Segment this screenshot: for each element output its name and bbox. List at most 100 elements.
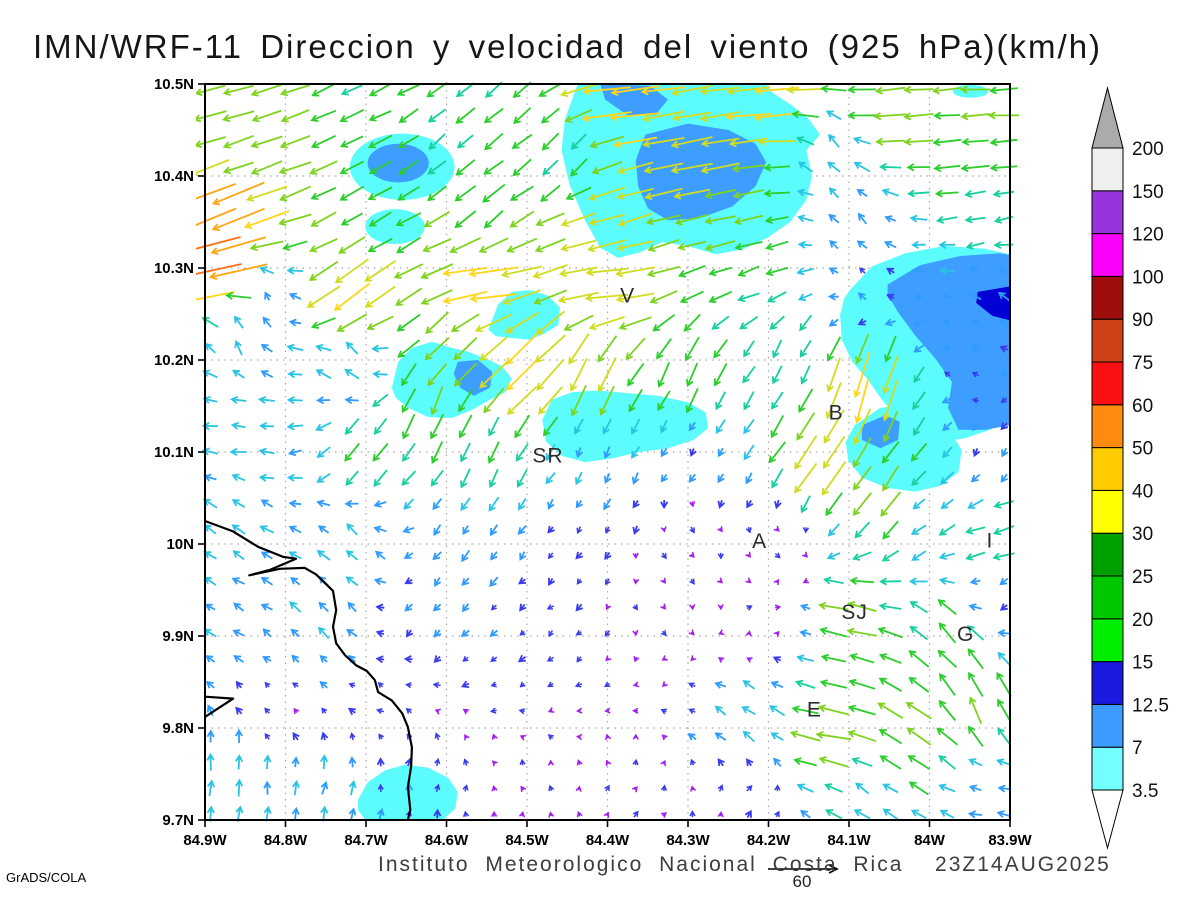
wind-arrow bbox=[742, 730, 756, 743]
wind-arrow bbox=[671, 111, 712, 122]
wind-arrow bbox=[938, 754, 956, 770]
colorbar-band bbox=[1091, 703, 1124, 748]
wind-arrow bbox=[610, 85, 660, 97]
wind-arrow bbox=[878, 677, 903, 692]
wind-arrow bbox=[857, 212, 868, 225]
colorbar-band bbox=[1091, 532, 1124, 577]
wind-arrow bbox=[344, 499, 359, 508]
wind-arrow bbox=[371, 344, 389, 353]
wind-arrow bbox=[517, 654, 527, 663]
wind-arrow bbox=[819, 627, 848, 638]
wind-arrow bbox=[286, 473, 303, 482]
wind-arrow bbox=[288, 551, 302, 560]
wind-arrow bbox=[288, 499, 302, 508]
wind-arrow bbox=[575, 471, 583, 486]
wind-arrow bbox=[660, 474, 669, 483]
wind-arrow bbox=[938, 622, 957, 644]
wind-arrow bbox=[396, 83, 421, 96]
wind-arrow bbox=[660, 708, 667, 715]
wind-arrow bbox=[997, 291, 1010, 302]
wind-arrow bbox=[825, 382, 842, 420]
wind-arrow bbox=[632, 758, 639, 766]
wind-arrow bbox=[422, 238, 452, 253]
wind-arrow bbox=[764, 216, 789, 224]
wind-arrow bbox=[746, 605, 753, 611]
wind-arrow bbox=[708, 266, 732, 277]
wind-arrow bbox=[210, 236, 267, 255]
wind-arrow bbox=[913, 416, 926, 437]
wind-arrow bbox=[288, 292, 302, 301]
station-label-G: G bbox=[957, 623, 974, 646]
wind-arrow bbox=[794, 462, 818, 494]
wind-arrow bbox=[519, 758, 526, 766]
wind-arrow bbox=[427, 363, 448, 387]
wind-arrow bbox=[769, 315, 785, 331]
wind-arrow bbox=[992, 189, 1015, 198]
wind-arrow bbox=[604, 707, 611, 714]
wind-arrow bbox=[847, 704, 876, 716]
wind-arrow bbox=[853, 162, 871, 173]
wind-arrow bbox=[931, 86, 962, 95]
wind-arrow bbox=[882, 783, 899, 794]
x-axis-label: 83.9W bbox=[988, 832, 1032, 849]
wind-arrow bbox=[886, 293, 895, 302]
wind-arrow bbox=[420, 263, 454, 280]
wind-arrow bbox=[315, 369, 332, 380]
wind-arrow bbox=[309, 160, 338, 175]
wind-arrow bbox=[514, 414, 531, 439]
wind-arrow bbox=[717, 447, 725, 458]
wind-arrow bbox=[649, 290, 678, 304]
wind-arrow bbox=[310, 134, 336, 149]
wind-arrow bbox=[250, 160, 283, 175]
wind-arrow bbox=[772, 365, 783, 385]
wind-arrow bbox=[631, 472, 640, 485]
wind-arrow bbox=[968, 603, 982, 612]
wind-arrow bbox=[826, 357, 841, 393]
wind-arrow bbox=[433, 655, 442, 663]
wind-arrow bbox=[292, 732, 300, 741]
wind-arrow bbox=[374, 550, 386, 560]
wind-arrow bbox=[796, 188, 814, 197]
wind-arrow bbox=[232, 369, 245, 379]
wind-arrow bbox=[490, 551, 498, 561]
wind-arrow bbox=[688, 629, 695, 636]
wind-arrow bbox=[939, 809, 955, 819]
wind-arrow bbox=[202, 498, 218, 509]
wind-arrow bbox=[604, 630, 611, 637]
wind-arrow bbox=[373, 418, 388, 436]
wind-arrow bbox=[423, 211, 450, 227]
wind-arrow bbox=[491, 760, 498, 767]
wind-arrow bbox=[347, 707, 356, 716]
wind-arrow bbox=[235, 754, 244, 770]
wind-arrow bbox=[878, 653, 902, 664]
wind-arrow bbox=[802, 527, 810, 534]
wind-arrow bbox=[425, 311, 450, 335]
wind-arrow bbox=[718, 629, 725, 636]
wind-arrow bbox=[291, 654, 300, 663]
wind-arrow bbox=[989, 163, 1018, 172]
wind-arrow bbox=[547, 552, 554, 560]
wind-arrow bbox=[770, 414, 785, 439]
wind-arrow bbox=[854, 378, 870, 424]
wind-arrow bbox=[996, 810, 1011, 818]
wind-arrow bbox=[742, 680, 756, 690]
wind-arrow bbox=[401, 363, 417, 387]
wind-arrow bbox=[817, 704, 850, 716]
wind-arrow bbox=[575, 629, 582, 636]
wind-arrow bbox=[685, 336, 700, 362]
wind-arrow bbox=[196, 110, 227, 123]
wind-arrow bbox=[884, 215, 897, 223]
wind-arrow bbox=[333, 282, 371, 311]
wind-arrow bbox=[674, 214, 709, 226]
wind-arrow bbox=[773, 578, 780, 586]
wind-arrow bbox=[405, 707, 412, 714]
wind-arrow bbox=[377, 681, 384, 689]
colorbar-label: 25 bbox=[1132, 567, 1153, 588]
wind-arrow bbox=[560, 212, 597, 227]
wind-arrow bbox=[907, 755, 931, 770]
colorbar-label: 20 bbox=[1132, 610, 1153, 631]
wind-arrow bbox=[434, 577, 442, 587]
wind-arrow bbox=[773, 630, 780, 638]
wind-arrow bbox=[827, 523, 840, 537]
wind-arrow bbox=[376, 757, 385, 767]
